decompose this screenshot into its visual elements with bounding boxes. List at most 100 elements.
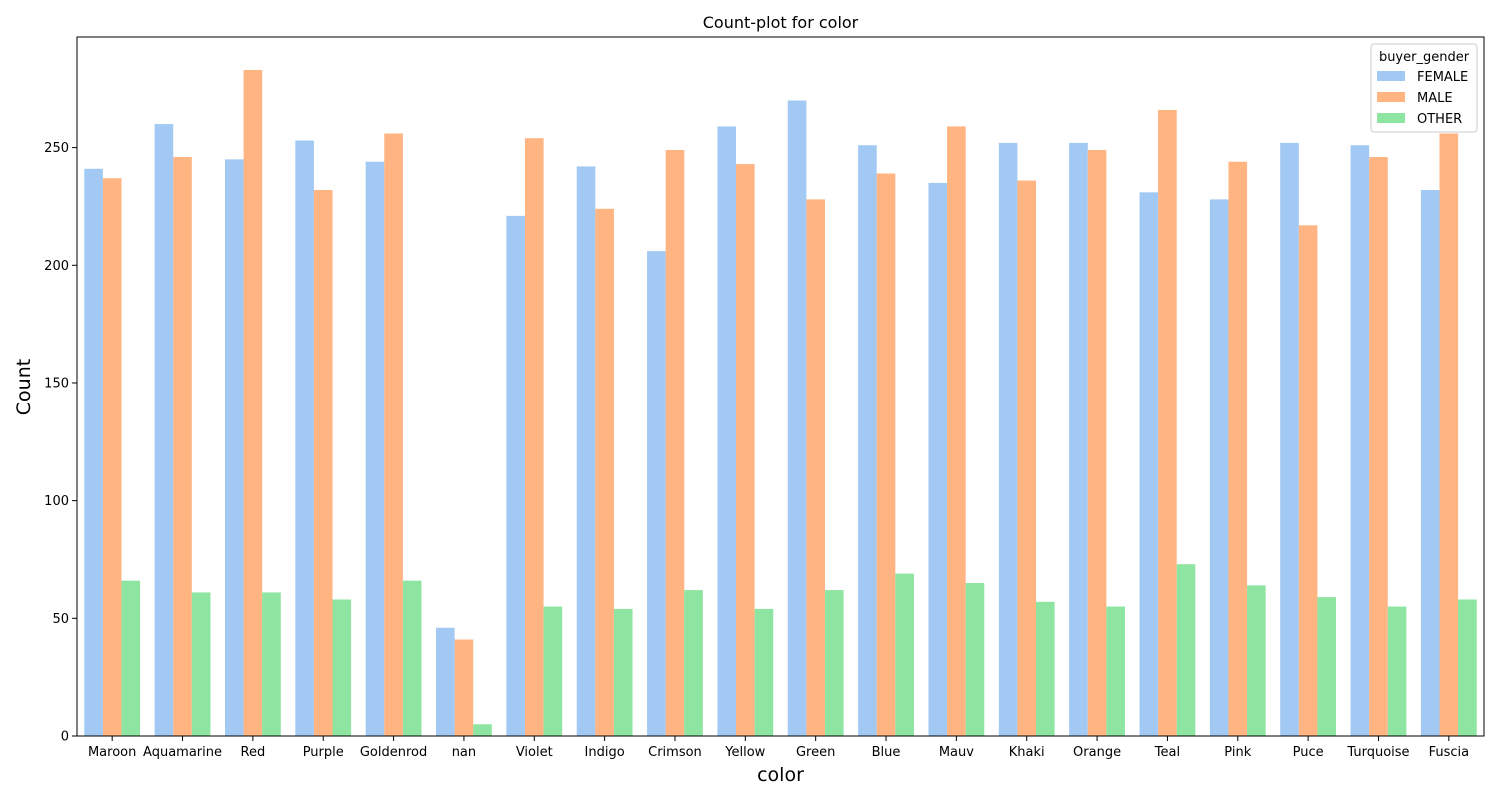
bar-purple-male [313, 189, 333, 737]
x-tick-label: Maroon [88, 745, 136, 760]
bar-turquoise-female [1350, 145, 1370, 736]
legend-swatch-female [1377, 71, 1405, 81]
bar-orange-female [1069, 142, 1088, 736]
bar-crimson-male [665, 149, 685, 737]
x-tick-label: Indigo [585, 745, 625, 760]
x-tick-label: Yellow [724, 745, 765, 760]
legend-box [1370, 43, 1478, 133]
bar-indigo-male [595, 208, 614, 736]
bar-red-other [262, 592, 281, 736]
bar-fuscia-other [1458, 599, 1477, 736]
bar-pink-female [1209, 199, 1229, 736]
x-axis: Maroon Aquamarine Red Purple Goldenrod nan Vio… [88, 736, 1469, 760]
y-tick-label: 50 [52, 612, 69, 627]
x-tick-label: Teal [1154, 745, 1180, 760]
x-tick-label: Orange [1073, 745, 1121, 760]
y-tick-label: 150 [44, 376, 69, 391]
bar-khaki-male [1017, 180, 1037, 736]
x-tick-label: Aquamarine [143, 745, 222, 760]
bar-violet-male [524, 138, 544, 736]
bar-puce-other [1317, 597, 1337, 736]
bar-crimson-female [647, 251, 666, 737]
bar-yellow-male [736, 164, 755, 737]
bar-teal-other [1176, 564, 1196, 736]
plot-frame [76, 36, 1485, 737]
chart-title: Count-plot for color [703, 13, 859, 32]
bar-green-female [787, 100, 807, 737]
bar-goldenrod-female [365, 161, 385, 737]
bar-blue-female [858, 145, 877, 736]
bar-purple-female [295, 140, 314, 736]
x-tick-label: Blue [872, 745, 901, 760]
bar-nan-male [454, 639, 474, 736]
x-axis-label: color [757, 764, 804, 786]
y-tick-label: 0 [61, 730, 69, 745]
bar-blue-male [876, 173, 896, 736]
bar-pink-other [1247, 585, 1266, 736]
bar-indigo-female [576, 166, 596, 736]
bar-nan-female [436, 627, 455, 736]
bar-mauv-male [947, 126, 966, 737]
y-tick-label: 250 [44, 141, 69, 156]
x-tick-label: Crimson [648, 745, 702, 760]
bar-fuscia-female [1420, 189, 1440, 737]
bar-khaki-female [998, 142, 1018, 736]
bar-puce-female [1280, 142, 1299, 736]
bar-orange-male [1087, 149, 1107, 737]
legend-swatch-male [1377, 92, 1405, 102]
bar-aquamarine-male [173, 157, 192, 736]
x-tick-label: Fuscia [1429, 745, 1470, 760]
bar-maroon-other [121, 580, 141, 736]
bar-orange-other [1106, 606, 1125, 736]
bar-yellow-other [754, 608, 774, 736]
x-tick-label: Violet [516, 745, 553, 760]
legend-swatch-other [1377, 113, 1405, 123]
bar-turquoise-other [1387, 606, 1407, 736]
legend-label-female: FEMALE [1417, 70, 1468, 85]
bar-green-male [806, 199, 825, 736]
bar-mauv-female [928, 182, 948, 737]
bar-maroon-female [84, 168, 103, 737]
legend: buyer_gender FEMALE MALE OTHER [1370, 43, 1478, 133]
bar-blue-other [895, 573, 914, 736]
x-tick-label: Pink [1224, 745, 1251, 760]
x-tick-label: Mauv [939, 745, 974, 760]
bar-aquamarine-other [191, 592, 211, 736]
bar-nan-other [473, 724, 492, 736]
legend-label-other: OTHER [1417, 112, 1462, 127]
bar-khaki-other [1036, 601, 1055, 736]
bar-goldenrod-other [402, 580, 422, 736]
bar-fuscia-male [1439, 133, 1459, 737]
bar-teal-female [1139, 192, 1159, 736]
bar-teal-male [1158, 109, 1177, 736]
bar-red-male [243, 69, 263, 736]
bar-crimson-other [684, 590, 703, 736]
x-tick-label: Puce [1293, 745, 1324, 760]
x-tick-label: Purple [303, 745, 344, 760]
legend-label-male: MALE [1417, 91, 1453, 106]
bar-goldenrod-male [384, 133, 403, 737]
bar-violet-other [543, 606, 563, 736]
bar-violet-female [506, 215, 525, 736]
bar-pink-male [1228, 161, 1248, 737]
bar-turquoise-male [1369, 157, 1388, 736]
bar-indigo-other [613, 608, 633, 736]
bar-red-female [224, 159, 244, 736]
legend-title: buyer_gender [1379, 50, 1470, 65]
x-tick-label: Green [796, 745, 835, 760]
y-axis: 0 50 100 150 200 250 [44, 141, 77, 745]
bar-puce-male [1298, 225, 1318, 736]
x-tick-label: nan [452, 745, 476, 760]
x-tick-label: Khaki [1009, 745, 1045, 760]
bar-maroon-male [102, 178, 122, 736]
bar-yellow-female [717, 126, 737, 737]
bars-group [84, 69, 1477, 737]
x-tick-label: Goldenrod [360, 745, 427, 760]
y-axis-label: Count [13, 359, 35, 415]
bar-aquamarine-female [154, 124, 174, 736]
bar-mauv-other [965, 583, 985, 736]
bar-purple-other [332, 599, 352, 736]
y-tick-label: 100 [44, 494, 69, 509]
x-tick-label: Red [241, 745, 266, 760]
